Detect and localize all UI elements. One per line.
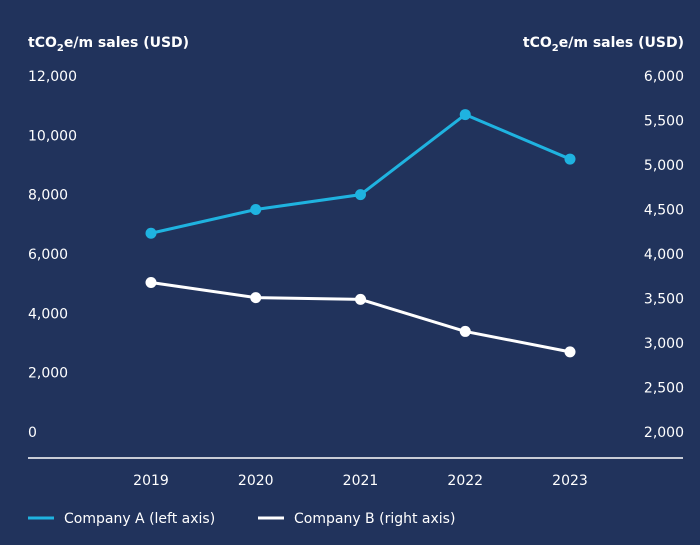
series-line-1 bbox=[150, 112, 571, 235]
data-point bbox=[459, 325, 471, 337]
data-point bbox=[355, 189, 366, 201]
data-point bbox=[145, 227, 157, 239]
right-tick-label: 3,000 bbox=[644, 336, 684, 352]
legend-label: Company A (left axis) bbox=[64, 511, 215, 527]
left-tick-label: 10,000 bbox=[28, 128, 77, 144]
x-tick-label: 2022 bbox=[447, 473, 483, 489]
series-line-2 bbox=[150, 280, 571, 354]
x-tick-label: 2021 bbox=[343, 473, 379, 489]
right-tick-label: 4,000 bbox=[644, 247, 684, 263]
x-tick-label: 2023 bbox=[552, 473, 588, 489]
left-tick-label: 8,000 bbox=[28, 188, 68, 204]
data-point bbox=[355, 293, 366, 305]
right-tick-label: 3,500 bbox=[644, 292, 684, 308]
data-point bbox=[250, 292, 262, 304]
data-point bbox=[145, 276, 157, 288]
right-tick-label: 5,500 bbox=[644, 114, 684, 130]
legend-label: Company B (right axis) bbox=[294, 511, 455, 527]
right-tick-label: 4,500 bbox=[644, 203, 684, 219]
left-axis-title: tCO2e/m sales (USD) bbox=[28, 35, 189, 54]
left-tick-label: 6,000 bbox=[28, 247, 68, 263]
left-tick-label: 2,000 bbox=[28, 366, 68, 382]
left-tick-label: 4,000 bbox=[28, 306, 68, 322]
right-tick-label: 2,500 bbox=[644, 381, 684, 397]
left-tick-label: 12,000 bbox=[28, 69, 77, 85]
right-tick-label: 5,000 bbox=[644, 158, 684, 174]
left-tick-label: 0 bbox=[28, 425, 37, 441]
right-tick-label: 2,000 bbox=[644, 425, 684, 441]
right-tick-label: 6,000 bbox=[644, 69, 684, 85]
data-point bbox=[564, 346, 576, 358]
data-point bbox=[459, 109, 471, 121]
right-axis-title: tCO2e/m sales (USD) bbox=[523, 35, 684, 54]
data-point bbox=[564, 153, 576, 165]
data-point bbox=[250, 204, 262, 215]
x-tick-label: 2020 bbox=[238, 473, 274, 489]
x-tick-label: 2019 bbox=[133, 473, 169, 489]
